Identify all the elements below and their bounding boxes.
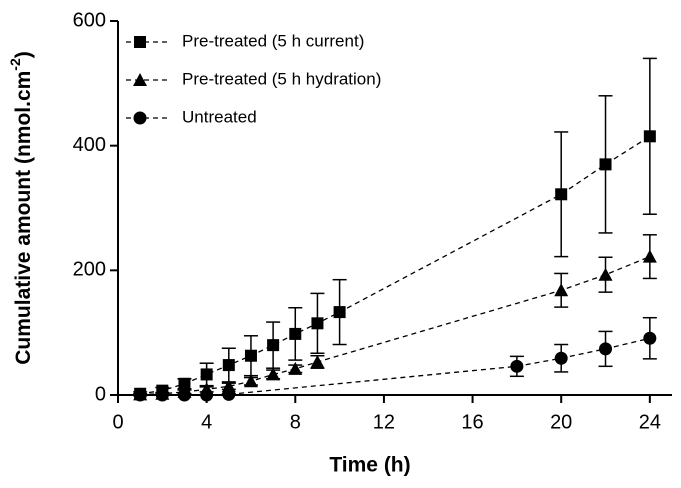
x-tick-label: 20 — [550, 411, 572, 433]
marker — [555, 188, 568, 201]
marker — [599, 342, 613, 356]
x-tick-label: 0 — [112, 411, 123, 433]
marker — [200, 368, 213, 381]
legend-marker — [133, 73, 147, 86]
y-tick-label: 600 — [73, 9, 106, 31]
marker — [178, 377, 191, 390]
legend-label: Pre-treated (5 h hydration) — [182, 69, 381, 88]
legend-label: Pre-treated (5 h current) — [182, 31, 364, 50]
legend-label: Untreated — [182, 107, 257, 126]
marker — [599, 158, 612, 171]
marker — [554, 351, 568, 365]
marker — [155, 388, 169, 402]
y-axis-title-main: Cumulative amount (nmol.cm — [12, 71, 35, 365]
marker — [598, 267, 613, 281]
marker — [554, 283, 569, 297]
marker — [222, 359, 235, 372]
marker — [177, 388, 191, 402]
marker — [243, 374, 258, 388]
marker — [311, 317, 324, 330]
marker — [200, 388, 214, 402]
marker — [266, 367, 281, 381]
marker — [244, 349, 257, 362]
y-tick-label: 200 — [73, 259, 106, 281]
legend-marker — [134, 36, 146, 48]
marker — [133, 388, 147, 402]
marker — [643, 130, 656, 143]
marker — [222, 387, 236, 401]
x-tick-label: 24 — [639, 411, 661, 433]
y-axis-title-sup: -2 — [7, 58, 23, 71]
series-line — [140, 256, 651, 396]
marker — [642, 249, 657, 263]
marker — [267, 339, 280, 352]
x-tick-label: 4 — [201, 411, 212, 433]
y-axis-title-end: ) — [12, 51, 35, 58]
y-tick-label: 400 — [73, 134, 106, 156]
marker — [289, 327, 302, 340]
marker — [510, 359, 524, 373]
x-tick-label: 16 — [461, 411, 483, 433]
y-tick-label: 0 — [95, 383, 106, 405]
marker — [288, 361, 303, 375]
x-tick-label: 8 — [290, 411, 301, 433]
marker — [643, 331, 657, 345]
marker — [333, 306, 346, 319]
series-line — [140, 337, 650, 396]
legend-marker — [133, 111, 147, 125]
marker — [310, 354, 325, 368]
x-tick-label: 12 — [373, 411, 395, 433]
x-axis-title: Time (h) — [329, 454, 410, 477]
y-axis-title: Cumulative amount (nmol.cm-2) — [7, 51, 35, 364]
